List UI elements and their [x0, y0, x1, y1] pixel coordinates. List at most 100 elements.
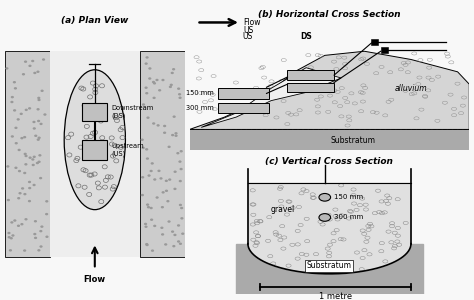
Ellipse shape: [18, 149, 21, 151]
Ellipse shape: [173, 116, 176, 118]
Ellipse shape: [168, 178, 171, 181]
Ellipse shape: [32, 121, 36, 123]
Ellipse shape: [36, 70, 39, 73]
Ellipse shape: [32, 164, 35, 166]
Text: US: US: [243, 26, 254, 35]
Ellipse shape: [142, 147, 145, 149]
Ellipse shape: [145, 148, 148, 151]
Ellipse shape: [144, 223, 147, 225]
Ellipse shape: [37, 136, 41, 139]
Ellipse shape: [25, 109, 28, 111]
FancyBboxPatch shape: [82, 140, 108, 160]
Ellipse shape: [13, 219, 17, 222]
Ellipse shape: [180, 217, 183, 220]
Ellipse shape: [32, 184, 36, 186]
Ellipse shape: [5, 67, 9, 70]
Ellipse shape: [178, 93, 181, 95]
Ellipse shape: [9, 249, 12, 252]
Ellipse shape: [161, 233, 164, 236]
Text: 150 mm: 150 mm: [334, 194, 363, 200]
Ellipse shape: [163, 125, 166, 127]
Ellipse shape: [142, 103, 145, 106]
Ellipse shape: [10, 221, 13, 224]
Ellipse shape: [39, 123, 43, 125]
Ellipse shape: [14, 167, 18, 169]
Ellipse shape: [152, 81, 155, 83]
Ellipse shape: [169, 86, 172, 88]
Ellipse shape: [146, 203, 149, 206]
Ellipse shape: [145, 86, 148, 89]
Ellipse shape: [13, 81, 16, 83]
Ellipse shape: [17, 224, 20, 227]
Ellipse shape: [150, 207, 153, 209]
FancyBboxPatch shape: [381, 47, 388, 53]
Ellipse shape: [23, 193, 27, 195]
Ellipse shape: [8, 236, 11, 239]
Ellipse shape: [163, 131, 166, 134]
Ellipse shape: [153, 225, 156, 227]
Ellipse shape: [46, 236, 48, 238]
Ellipse shape: [173, 188, 177, 190]
Ellipse shape: [33, 233, 36, 235]
Ellipse shape: [40, 225, 44, 228]
Ellipse shape: [319, 194, 330, 201]
Ellipse shape: [28, 181, 31, 183]
Ellipse shape: [141, 194, 144, 196]
Polygon shape: [201, 68, 341, 128]
FancyBboxPatch shape: [190, 129, 469, 150]
Text: Substratum: Substratum: [330, 136, 375, 145]
Ellipse shape: [171, 230, 174, 233]
Ellipse shape: [141, 139, 144, 141]
Ellipse shape: [167, 220, 171, 223]
Ellipse shape: [178, 160, 182, 163]
Ellipse shape: [178, 97, 182, 99]
Ellipse shape: [33, 72, 36, 74]
Ellipse shape: [146, 244, 149, 246]
Ellipse shape: [31, 158, 35, 161]
Polygon shape: [236, 244, 423, 294]
Text: Flow: Flow: [243, 18, 261, 27]
Ellipse shape: [13, 109, 16, 112]
Ellipse shape: [145, 226, 147, 228]
Ellipse shape: [14, 87, 17, 90]
Ellipse shape: [33, 156, 36, 158]
Text: Downstream
(DS): Downstream (DS): [111, 105, 153, 119]
Ellipse shape: [161, 206, 164, 208]
Ellipse shape: [7, 232, 10, 234]
Text: DS: DS: [300, 32, 312, 41]
Ellipse shape: [165, 190, 168, 192]
Ellipse shape: [15, 142, 18, 145]
Ellipse shape: [36, 108, 40, 110]
Text: (a) Plan View: (a) Plan View: [61, 16, 128, 25]
Ellipse shape: [37, 120, 40, 122]
Ellipse shape: [164, 243, 167, 246]
Polygon shape: [190, 51, 469, 129]
Ellipse shape: [37, 99, 41, 101]
Ellipse shape: [37, 97, 40, 99]
Text: Upstream
(US): Upstream (US): [111, 143, 144, 157]
Ellipse shape: [14, 127, 18, 129]
Ellipse shape: [145, 92, 148, 94]
Ellipse shape: [151, 162, 154, 165]
Ellipse shape: [43, 113, 46, 116]
Text: 300 mm: 300 mm: [186, 105, 214, 111]
Ellipse shape: [156, 124, 160, 127]
Ellipse shape: [7, 199, 10, 201]
Ellipse shape: [147, 206, 150, 208]
Ellipse shape: [174, 134, 178, 137]
Ellipse shape: [141, 176, 144, 178]
Ellipse shape: [11, 135, 14, 138]
Ellipse shape: [18, 192, 22, 194]
Ellipse shape: [173, 234, 177, 236]
Ellipse shape: [45, 213, 48, 215]
FancyBboxPatch shape: [218, 88, 269, 99]
Ellipse shape: [19, 112, 23, 115]
Ellipse shape: [28, 200, 31, 202]
Ellipse shape: [177, 240, 180, 243]
Polygon shape: [248, 183, 411, 274]
Ellipse shape: [147, 174, 151, 177]
Ellipse shape: [23, 136, 26, 138]
Ellipse shape: [166, 200, 170, 203]
Ellipse shape: [146, 157, 149, 160]
Ellipse shape: [17, 197, 20, 200]
